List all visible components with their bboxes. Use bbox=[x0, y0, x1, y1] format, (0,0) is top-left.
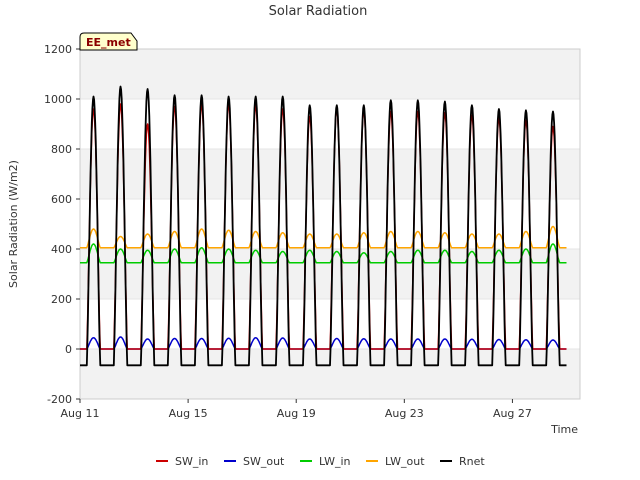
y-tick-label: 200 bbox=[51, 293, 72, 306]
y-tick-label: 800 bbox=[51, 143, 72, 156]
x-axis-label: Time bbox=[550, 423, 578, 436]
legend: SW_in SW_out LW_in LW_out Rnet bbox=[156, 455, 485, 468]
series-line-lw-out bbox=[79, 225, 567, 249]
y-tick-label: 400 bbox=[51, 243, 72, 256]
station-badge: EE_met bbox=[79, 32, 138, 51]
legend-label-sw-in: SW_in bbox=[175, 455, 208, 468]
y-tick-label: 1000 bbox=[44, 93, 72, 106]
legend-label-rnet: Rnet bbox=[459, 455, 485, 468]
y-tick-label: 600 bbox=[51, 193, 72, 206]
series-line-sw-in bbox=[79, 103, 567, 350]
y-tick-label: -200 bbox=[47, 393, 72, 406]
band-1 bbox=[80, 249, 580, 299]
legend-label-sw-out: SW_out bbox=[243, 455, 285, 468]
x-tick-label: Aug 19 bbox=[277, 407, 316, 420]
series-line-lw-in bbox=[79, 243, 567, 264]
y-tick-label: 1200 bbox=[44, 43, 72, 56]
y-axis-label: Solar Radiation (W/m2) bbox=[7, 160, 20, 288]
x-tick-label: Aug 11 bbox=[61, 407, 100, 420]
plot-frame bbox=[79, 48, 581, 400]
chart-title: Solar Radiation bbox=[269, 4, 368, 19]
x-tick-label: Aug 23 bbox=[385, 407, 424, 420]
x-axis: Aug 11 Aug 15 Aug 19 Aug 23 Aug 27 bbox=[61, 399, 532, 420]
legend-label-lw-in: LW_in bbox=[319, 455, 351, 468]
x-tick-label: Aug 15 bbox=[169, 407, 208, 420]
legend-label-lw-out: LW_out bbox=[385, 455, 425, 468]
badge-label: EE_met bbox=[86, 36, 131, 49]
series-lines bbox=[79, 85, 567, 367]
y-tick-label: 0 bbox=[65, 343, 72, 356]
band-3 bbox=[80, 49, 580, 99]
x-tick-label: Aug 27 bbox=[493, 407, 532, 420]
y-axis: -200 0 200 400 600 800 1000 1200 bbox=[44, 43, 80, 406]
badge-box bbox=[79, 32, 138, 51]
series-line-rnet bbox=[79, 85, 567, 367]
band-2 bbox=[80, 149, 580, 199]
